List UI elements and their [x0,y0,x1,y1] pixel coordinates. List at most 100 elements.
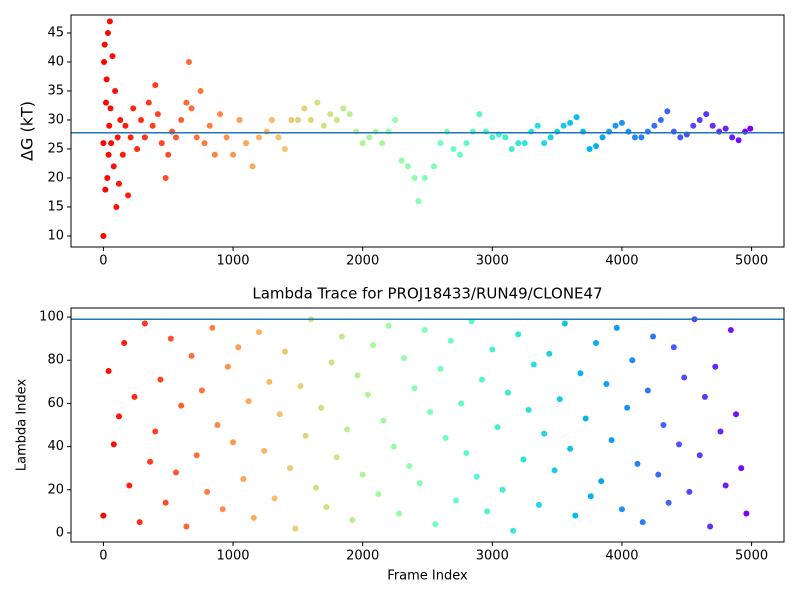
point [484,508,491,515]
point [712,363,719,370]
point [109,53,116,60]
point [535,501,542,508]
point [183,523,190,530]
point [165,151,172,158]
point [605,128,612,135]
point [301,105,308,112]
point [104,29,111,36]
point [103,76,110,83]
point [406,463,413,470]
x-tick-label: 5000 [735,254,768,269]
point [323,504,330,511]
point [644,128,651,135]
point [430,163,437,170]
point [650,333,657,340]
point [525,406,532,413]
point [197,87,204,94]
point [313,484,320,491]
point [375,491,382,498]
point [240,475,247,482]
point [489,346,496,353]
point [655,471,662,478]
point [390,443,397,450]
y-tick-label: 10 [47,228,64,243]
point [572,512,579,519]
point [217,111,224,118]
point [577,370,584,377]
y-axis-label: ΔG (kT) [18,101,37,161]
point [152,82,159,89]
point [421,174,428,181]
point [675,441,682,448]
point [670,128,677,135]
point [275,134,282,141]
point [302,432,309,439]
point [405,163,412,170]
point [612,122,619,129]
point [224,363,231,370]
point [110,163,117,170]
point [508,145,515,152]
point [115,413,122,420]
point [122,122,129,129]
point [722,125,729,132]
point [188,105,195,112]
point [421,327,428,334]
point [145,99,152,106]
x-tick-label: 5000 [735,549,768,564]
point [108,140,115,147]
point [541,430,548,437]
point [101,58,108,65]
y-tick-label: 15 [47,199,64,214]
point [696,452,703,459]
point [573,114,580,121]
point [546,350,553,357]
point [198,387,205,394]
point [100,140,107,147]
point [370,342,377,349]
point [651,122,658,129]
point [716,128,723,135]
point [100,232,107,239]
point [141,134,148,141]
point [149,122,156,129]
point [101,41,108,48]
point [126,482,133,489]
point [463,140,470,147]
x-tick-label: 0 [99,549,107,564]
point [657,116,664,123]
point [415,198,422,205]
y-tick-label: 20 [47,482,64,497]
point [528,128,535,135]
point [183,99,190,106]
point [677,134,684,141]
point [703,111,710,118]
point [530,361,537,368]
point [349,516,356,523]
point [353,128,360,135]
point [235,344,242,351]
point [105,368,112,375]
point [359,140,366,147]
y-tick-label: 20 [47,170,64,185]
point [130,105,137,112]
y-tick-label: 0 [56,525,64,540]
point [709,122,716,129]
point [482,128,489,135]
y-tick-label: 60 [47,396,64,411]
point [261,447,268,454]
point [333,454,340,461]
point [392,116,399,123]
y-tick-label: 30 [47,112,64,127]
point [738,465,745,472]
point [701,393,708,400]
point [178,116,185,123]
point [178,402,185,409]
point [686,488,693,495]
point [411,385,418,392]
point [618,506,625,513]
point [618,119,625,126]
point [411,174,418,181]
point [201,140,208,147]
